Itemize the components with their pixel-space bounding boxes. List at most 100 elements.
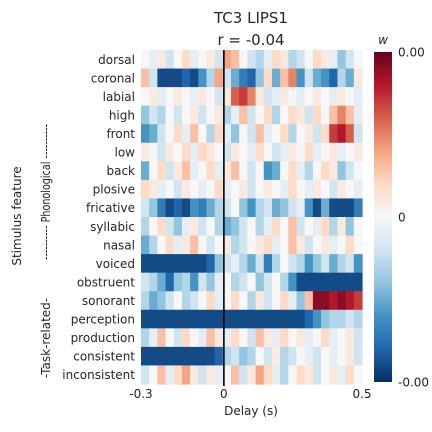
heatmap-cell [288, 161, 298, 181]
heatmap-cell [280, 179, 289, 200]
heatmap-cell [321, 254, 330, 274]
heatmap-cell [165, 254, 175, 274]
heatmap-cell [337, 179, 347, 200]
heatmap-cell [296, 161, 306, 181]
heatmap-cell [337, 198, 347, 218]
heatmap-cell [288, 254, 298, 274]
heatmap-cell [231, 142, 240, 162]
heatmap-cell [239, 68, 249, 88]
heatmap-cell [206, 235, 216, 255]
heatmap-cell [329, 142, 339, 162]
heatmap-cell [345, 124, 355, 144]
y-tick-labels: dorsal coronal labial high front low back plosi… [62, 53, 135, 382]
heatmap-cell [181, 328, 191, 348]
heatmap-cell [222, 235, 232, 255]
row-label: voiced [96, 257, 135, 271]
heatmap-cell [190, 179, 199, 200]
heatmap-cell [329, 328, 339, 348]
heatmap-cell [353, 50, 363, 70]
heatmap-cell [263, 346, 273, 367]
heatmap-cell [149, 217, 158, 237]
heatmap-cell [231, 309, 240, 329]
heatmap-cell [181, 198, 191, 218]
heatmap-cell [214, 68, 224, 88]
heatmap-cell [304, 50, 314, 70]
heatmap-cell [206, 309, 216, 329]
heatmap-cell [337, 217, 347, 237]
heatmap-cell [149, 235, 158, 255]
heatmap-cell [288, 50, 298, 70]
heatmap-cell [321, 142, 330, 162]
heatmap-cell [141, 328, 150, 348]
heatmap-cell [280, 142, 289, 162]
heatmap-cell [198, 309, 208, 329]
heatmap-cell [345, 365, 355, 385]
heatmap-cell [345, 68, 355, 88]
heatmap-cell [321, 309, 330, 329]
heatmap-cell [271, 198, 281, 218]
heatmap-cell [255, 87, 265, 107]
heatmap-cell [222, 50, 232, 70]
heatmap-cell [231, 87, 240, 107]
heatmap-cell [239, 328, 249, 348]
heatmap-cell [190, 198, 199, 218]
heatmap-cell [173, 235, 183, 255]
heatmap-cell [247, 235, 257, 255]
heatmap-cell [222, 217, 232, 237]
colorbar-tick-labels: 0.00 0 -0.00 [398, 46, 429, 390]
heatmap-cell [312, 68, 322, 88]
heatmap-cell [165, 328, 175, 348]
heatmap-cell [198, 179, 208, 200]
heatmap-cell [157, 161, 167, 181]
heatmap-cell [296, 346, 306, 367]
heatmap-cell [353, 87, 363, 107]
heatmap-cell [165, 272, 175, 292]
heatmap-cell [280, 68, 289, 88]
heatmap-cell [157, 217, 167, 237]
heatmap-cell [296, 235, 306, 255]
heatmap-cell [321, 87, 330, 107]
heatmap-cell [165, 198, 175, 218]
heatmap-cell [173, 346, 183, 367]
heatmap-cell [165, 346, 175, 367]
heatmap-cell [141, 235, 150, 255]
heatmap-cell [206, 68, 216, 88]
heatmap-cell [353, 105, 363, 125]
heatmap-cell [141, 124, 150, 144]
colorbar-label: w [378, 33, 388, 47]
heatmap-cell [263, 198, 273, 218]
heatmap-cell [173, 272, 183, 292]
heatmap-cell [173, 291, 183, 311]
heatmap-cell [280, 254, 289, 274]
heatmap-cell [263, 309, 273, 329]
heatmap-cell [239, 235, 249, 255]
heatmap-cell [288, 105, 298, 125]
heatmap-cell [231, 105, 240, 125]
heatmap-cell [312, 328, 322, 348]
heatmap-cell [312, 346, 322, 367]
row-label: perception [71, 313, 135, 327]
heatmap-cell [198, 272, 208, 292]
heatmap-cell [353, 346, 363, 367]
heatmap-cell [231, 291, 240, 311]
heatmap-cell [173, 328, 183, 348]
heatmap-cell [345, 50, 355, 70]
heatmap-cell [198, 68, 208, 88]
heatmap-cell [214, 105, 224, 125]
heatmap-cell [263, 50, 273, 70]
heatmap-cell [173, 309, 183, 329]
heatmap-cell [157, 124, 167, 144]
heatmap-cell [157, 291, 167, 311]
heatmap-cell [353, 68, 363, 88]
heatmap-cell [353, 328, 363, 348]
heatmap-cell [190, 365, 199, 385]
heatmap-cell [222, 161, 232, 181]
heatmap-cell [304, 68, 314, 88]
heatmap-cell [263, 124, 273, 144]
heatmap-cell [190, 87, 199, 107]
heatmap-cell [271, 309, 281, 329]
heatmap-cell [206, 272, 216, 292]
heatmap-cell [231, 124, 240, 144]
heatmap-cell [312, 198, 322, 218]
heatmap-cell [198, 365, 208, 385]
